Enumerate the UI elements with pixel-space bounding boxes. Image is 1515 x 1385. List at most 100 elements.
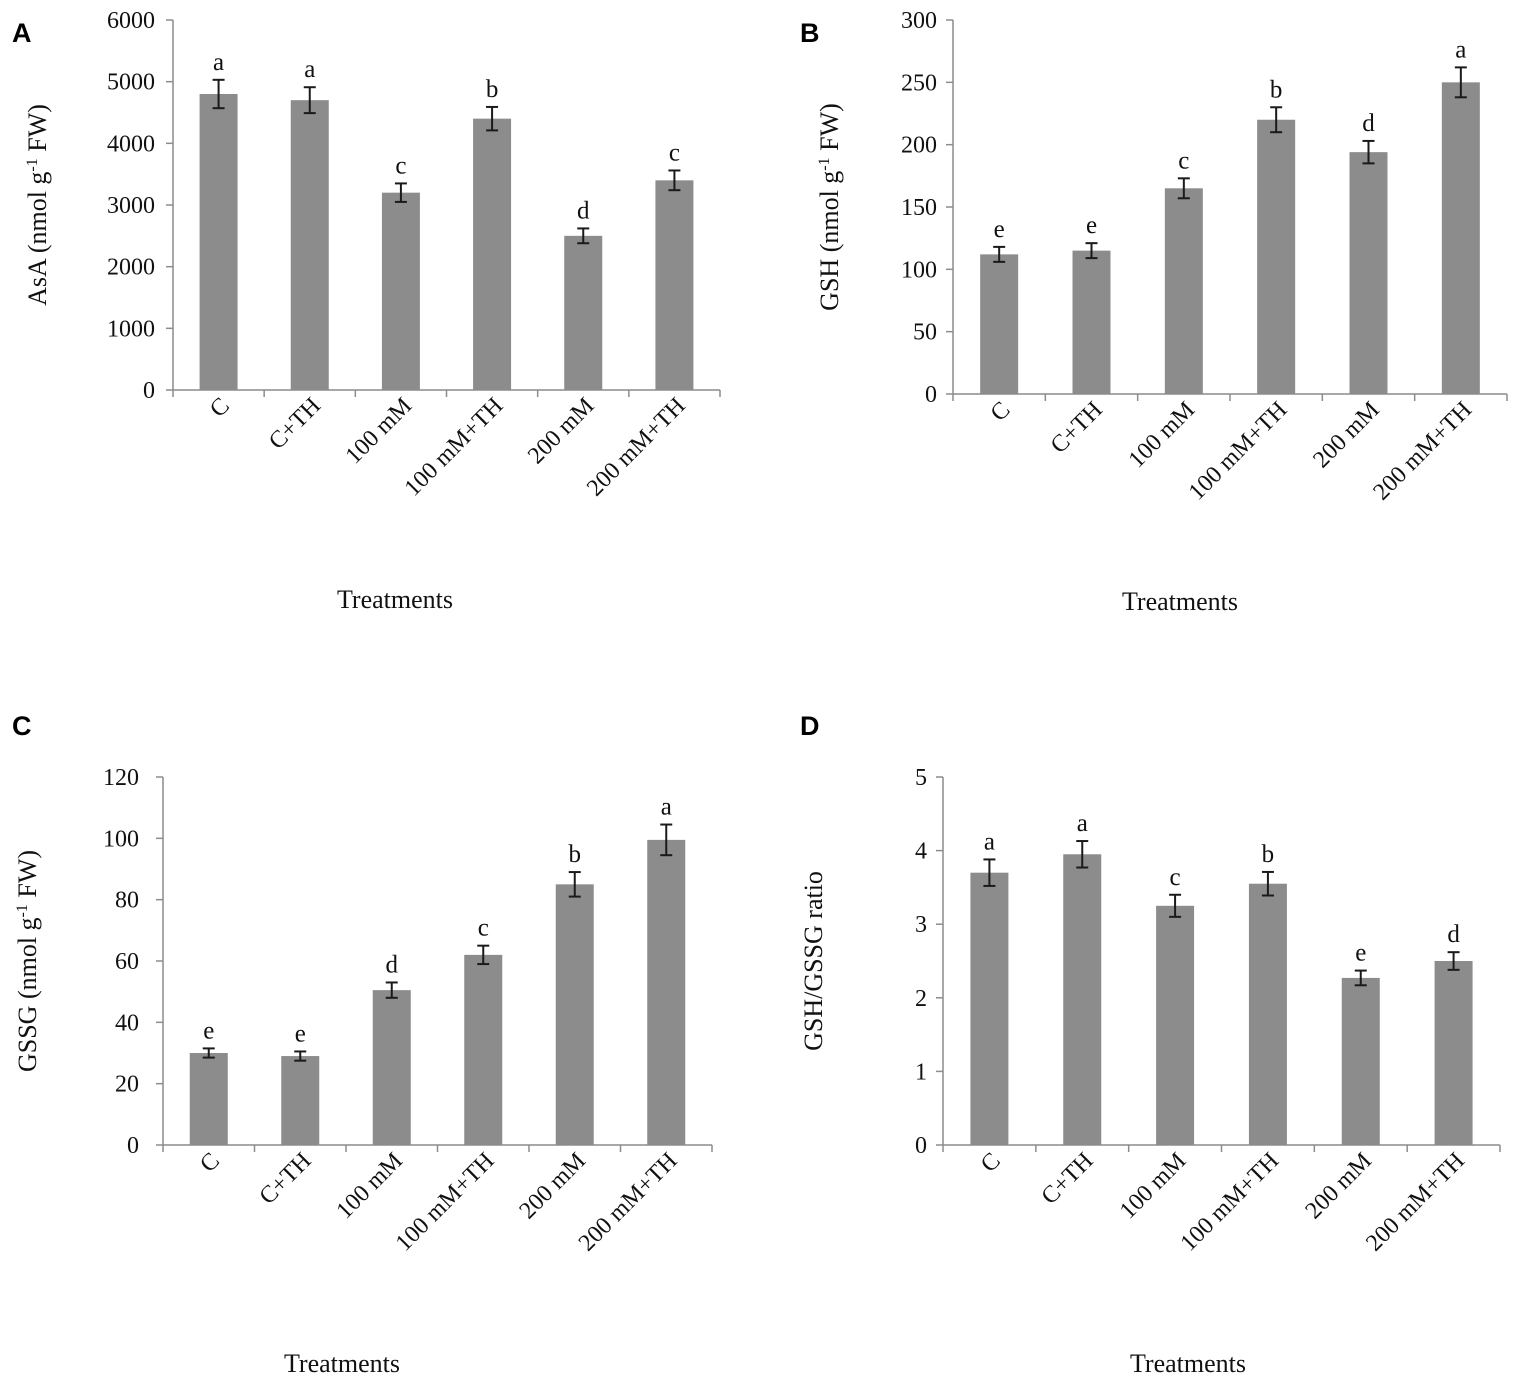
error-bar bbox=[486, 105, 499, 132]
category-label: 200 mM+TH bbox=[1361, 1148, 1470, 1257]
error-bar bbox=[1177, 177, 1190, 200]
error-bar bbox=[212, 78, 225, 110]
bar bbox=[1441, 82, 1480, 394]
significance-letter: c bbox=[1170, 864, 1181, 891]
bar bbox=[564, 235, 603, 390]
significance-letter: c bbox=[669, 139, 680, 166]
significance-letter: d bbox=[386, 951, 399, 978]
significance-letter: b bbox=[1262, 841, 1275, 868]
significance-letter: e bbox=[295, 1020, 306, 1047]
y-tick-label: 4 bbox=[915, 839, 927, 865]
significance-letter: a bbox=[661, 794, 672, 821]
y-tick-label: 120 bbox=[103, 765, 139, 791]
error-bar bbox=[568, 871, 581, 898]
y-axis-title-text: FW) bbox=[23, 104, 52, 158]
y-tick-label: 20 bbox=[115, 1072, 139, 1098]
bar bbox=[381, 192, 420, 390]
y-axis-title-superscript: -1 bbox=[14, 904, 31, 917]
category-label: C+TH bbox=[1037, 1148, 1099, 1210]
error-bar bbox=[394, 182, 407, 203]
significance-letter: b bbox=[569, 841, 582, 868]
chart-panel-a: A 0 1000 2000 3000 4000 5000 6000 a Ca C+TH c 100 mM… bbox=[12, 8, 721, 614]
category-label: 200 mM bbox=[515, 1148, 591, 1224]
y-tick-label: 60 bbox=[115, 949, 139, 975]
bar bbox=[290, 100, 329, 391]
x-axis-title: Treatments bbox=[337, 585, 453, 614]
category-label: 100 mM+TH bbox=[1184, 397, 1293, 506]
significance-letter: a bbox=[984, 828, 995, 855]
bar bbox=[281, 1056, 320, 1145]
bar bbox=[655, 180, 694, 390]
bar bbox=[199, 94, 238, 390]
significance-letter: a bbox=[1077, 810, 1088, 837]
panel-letter: D bbox=[800, 711, 820, 741]
significance-letter: e bbox=[994, 216, 1005, 243]
category-label: 100 mM+TH bbox=[391, 1148, 500, 1257]
panel-letter: B bbox=[800, 18, 820, 48]
error-bar bbox=[1447, 951, 1460, 971]
y-axis-title-text: FW) bbox=[815, 103, 844, 157]
y-axis-title-text: AsA (nmol g bbox=[23, 172, 52, 306]
y-tick-label: 6000 bbox=[107, 8, 155, 34]
y-tick-label: 2000 bbox=[107, 255, 155, 281]
bar bbox=[970, 872, 1009, 1145]
error-bar bbox=[993, 245, 1006, 263]
y-axis-title-superscript: -1 bbox=[816, 157, 833, 170]
category-label: C bbox=[195, 1148, 225, 1178]
bar bbox=[1349, 152, 1388, 394]
significance-letter: a bbox=[304, 56, 315, 83]
error-bar bbox=[303, 86, 316, 115]
y-tick-label: 0 bbox=[915, 1133, 927, 1159]
category-label: C bbox=[986, 397, 1016, 427]
category-label: 100 mM bbox=[341, 393, 417, 469]
bar bbox=[1434, 961, 1473, 1145]
bar bbox=[1072, 250, 1111, 394]
y-tick-label: 0 bbox=[143, 378, 155, 404]
category-label: 200 mM bbox=[1301, 1148, 1377, 1224]
y-tick-label: 5000 bbox=[107, 70, 155, 96]
significance-letter: e bbox=[1086, 212, 1097, 239]
significance-letter: c bbox=[395, 152, 406, 179]
error-bar bbox=[668, 169, 681, 192]
error-bar bbox=[1354, 969, 1367, 987]
y-tick-label: 1 bbox=[915, 1059, 927, 1085]
category-label: 100 mM bbox=[1124, 397, 1200, 473]
bar bbox=[980, 254, 1019, 394]
bar bbox=[464, 954, 503, 1145]
y-tick-label: 5 bbox=[915, 765, 927, 791]
bar bbox=[1248, 883, 1287, 1145]
y-tick-label: 50 bbox=[913, 320, 937, 346]
y-tick-label: 80 bbox=[115, 888, 139, 914]
category-label: 100 mM+TH bbox=[400, 393, 509, 502]
y-tick-label: 2 bbox=[915, 986, 927, 1012]
category-label: C+TH bbox=[1046, 397, 1108, 459]
category-label: C+TH bbox=[264, 393, 326, 455]
y-axis-title: GSH (nmol g-1 FW) bbox=[815, 103, 844, 311]
y-tick-label: 3 bbox=[915, 912, 927, 938]
panel-letter: C bbox=[12, 711, 32, 741]
error-bar bbox=[1169, 893, 1182, 918]
bar bbox=[1341, 977, 1380, 1145]
y-axis-title-text: FW) bbox=[13, 850, 42, 904]
y-axis-title: GSH/GSSG ratio bbox=[799, 871, 828, 1051]
y-tick-label: 100 bbox=[103, 826, 139, 852]
y-axis-title: GSSG (nmol g-1 FW) bbox=[13, 850, 42, 1072]
x-axis-title: Treatments bbox=[1122, 587, 1238, 616]
bar bbox=[1164, 188, 1203, 394]
error-bar bbox=[1270, 106, 1283, 134]
y-tick-label: 250 bbox=[901, 70, 937, 96]
category-label: 200 mM bbox=[523, 393, 599, 469]
error-bar bbox=[1362, 139, 1375, 165]
significance-letter: c bbox=[1178, 147, 1189, 174]
bar bbox=[372, 990, 411, 1145]
y-tick-label: 3000 bbox=[107, 193, 155, 219]
category-label: C+TH bbox=[255, 1148, 317, 1210]
significance-letter: d bbox=[1362, 110, 1375, 137]
y-axis-title: AsA (nmol g-1 FW) bbox=[23, 104, 52, 306]
chart-panel-d: D 0 1 2 3 4 5 a Ca C+TH c 100 mM b 100 mM+TH e 200 mM d 2… bbox=[799, 711, 1501, 1378]
significance-letter: d bbox=[1447, 921, 1460, 948]
error-bar bbox=[983, 858, 996, 887]
y-tick-label: 4000 bbox=[107, 131, 155, 157]
significance-letter: e bbox=[1355, 940, 1366, 967]
